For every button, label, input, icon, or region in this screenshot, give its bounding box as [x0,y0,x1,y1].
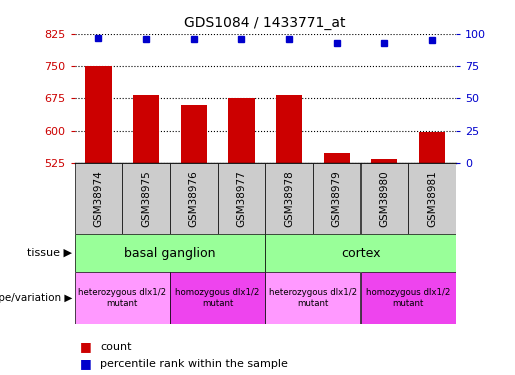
Text: genotype/variation ▶: genotype/variation ▶ [0,293,72,303]
Text: GSM38979: GSM38979 [332,170,341,227]
Bar [228,99,254,163]
Bar [181,105,207,163]
Bar [313,163,360,234]
Text: tissue ▶: tissue ▶ [27,248,72,258]
Bar [75,163,123,234]
Bar [123,163,170,234]
Text: GSM38980: GSM38980 [380,170,389,227]
Bar [217,163,265,234]
Bar [75,272,170,324]
Title: GDS1084 / 1433771_at: GDS1084 / 1433771_at [184,16,346,30]
Text: GSM38974: GSM38974 [94,170,104,227]
Text: homozygous dlx1/2
mutant: homozygous dlx1/2 mutant [366,288,450,308]
Text: count: count [100,342,132,352]
Text: ■: ■ [80,340,92,353]
Bar [133,95,159,163]
Bar [371,159,398,163]
Bar [170,272,265,324]
Bar [360,272,456,324]
Bar [85,66,112,163]
Bar [360,163,408,234]
Text: GSM38978: GSM38978 [284,170,294,227]
Text: GSM38977: GSM38977 [236,170,246,227]
Text: homozygous dlx1/2
mutant: homozygous dlx1/2 mutant [176,288,260,308]
Bar [419,132,445,163]
Bar [265,272,360,324]
Bar [170,163,217,234]
Bar [323,153,350,163]
Bar [265,163,313,234]
Bar [276,95,302,163]
Bar [265,234,456,272]
Text: heterozygous dlx1/2
mutant: heterozygous dlx1/2 mutant [269,288,357,308]
Text: percentile rank within the sample: percentile rank within the sample [100,359,288,369]
Text: GSM38975: GSM38975 [141,170,151,227]
Bar [408,163,456,234]
Text: basal ganglion: basal ganglion [124,247,216,259]
Text: GSM38981: GSM38981 [427,170,437,227]
Bar [75,234,265,272]
Text: heterozygous dlx1/2
mutant: heterozygous dlx1/2 mutant [78,288,166,308]
Text: ■: ■ [80,357,92,370]
Text: cortex: cortex [341,247,380,259]
Text: GSM38976: GSM38976 [189,170,199,227]
